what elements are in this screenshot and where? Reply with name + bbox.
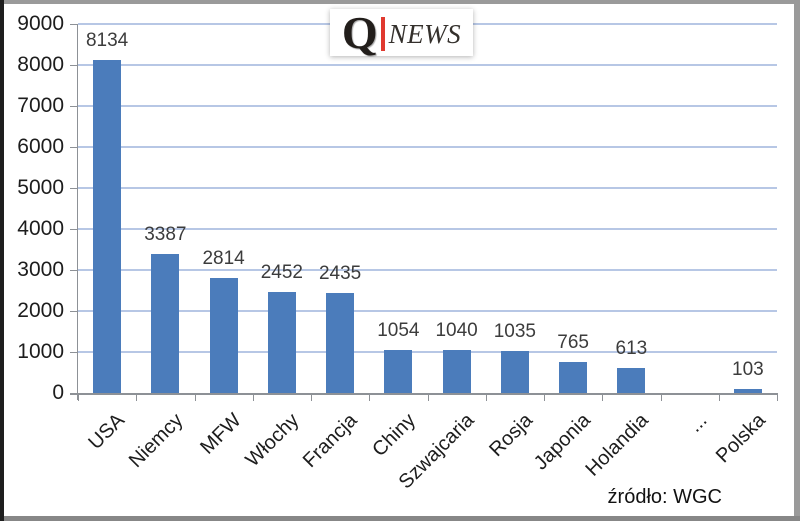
bar (209, 277, 238, 393)
y-axis-tick (70, 65, 78, 66)
bar-value-label: 765 (557, 331, 589, 353)
window-edge-top (0, 0, 800, 4)
bar (559, 361, 588, 393)
y-axis-tick (70, 106, 78, 107)
bar-value-label: 1035 (493, 320, 537, 342)
y-axis-tick (70, 352, 78, 353)
y-axis-tick-label: 1000 (17, 340, 64, 363)
y-axis-tick-label: 9000 (17, 12, 64, 35)
window-edge-right (794, 0, 800, 521)
source-caption: źródło: WGC (607, 486, 722, 508)
gridline (78, 351, 777, 353)
bar-value-label: 1040 (435, 320, 478, 342)
bar (384, 349, 413, 393)
bar (93, 59, 122, 393)
bar (267, 292, 296, 393)
window-edge-bottom (0, 516, 800, 521)
x-axis-tick (369, 393, 371, 401)
qnews-logo: Q NEWS (330, 9, 473, 56)
bar (151, 254, 180, 393)
window-edge-left (0, 0, 4, 521)
x-axis-category-label: Włochy (241, 409, 304, 472)
y-axis-tick-label: 2000 (17, 299, 64, 322)
gridline (78, 187, 777, 189)
bar (442, 350, 471, 393)
y-axis-line (77, 24, 78, 400)
gridline (78, 228, 777, 230)
y-axis-tick (70, 311, 78, 312)
x-axis-category-label: Rosja (485, 409, 537, 462)
bar-value-label: 613 (615, 337, 648, 359)
x-axis-category-label: Francja (299, 409, 362, 473)
y-axis-tick (70, 270, 78, 271)
x-axis-category-label: Chiny (368, 409, 421, 462)
y-axis-tick (70, 229, 78, 230)
y-axis-tick-label: 3000 (17, 258, 64, 281)
logo-news-text: NEWS (388, 19, 462, 49)
x-axis-tick (78, 393, 79, 401)
y-axis-tick (70, 24, 78, 25)
y-axis-tick-label: 8000 (17, 53, 64, 76)
logo-q-letter: Q (341, 6, 378, 58)
x-axis-tick (194, 393, 196, 401)
bar (500, 350, 529, 393)
x-axis-category-label: Polska (711, 409, 770, 468)
x-axis-tick (427, 393, 429, 401)
y-axis-tick-label: 7000 (17, 94, 64, 117)
bar-value-label: 2452 (260, 262, 304, 284)
x-axis-line (70, 393, 777, 395)
bar-value-label: 8134 (85, 29, 129, 51)
x-axis-tick (602, 393, 604, 401)
x-axis-category-label: Niemcy (124, 409, 188, 472)
bar-value-label: 103 (732, 358, 764, 380)
x-axis-tick (660, 393, 662, 401)
x-axis-tick (777, 393, 778, 401)
y-axis-tick-label: 5000 (17, 176, 64, 199)
gridline (78, 269, 777, 271)
x-axis-tick (718, 393, 720, 401)
x-axis-category-label: MFW (196, 409, 246, 459)
gridline (78, 105, 777, 107)
x-axis-tick (252, 393, 254, 401)
x-axis-category-label: Holandia (581, 409, 654, 481)
x-axis-category-label: USA (84, 409, 129, 454)
y-axis-tick-label: 0 (52, 381, 64, 404)
bar-value-label: 2814 (202, 247, 245, 269)
y-axis-tick (70, 147, 78, 148)
y-axis-tick-label: 6000 (17, 135, 64, 158)
bar (617, 367, 646, 393)
bar-value-label: 1054 (377, 319, 420, 341)
bar (733, 388, 762, 393)
gridline (78, 146, 777, 148)
y-axis-tick (70, 188, 78, 189)
bar-value-label: 2435 (318, 263, 362, 285)
bar (326, 293, 355, 393)
x-axis-tick (544, 393, 545, 401)
x-axis-tick (311, 393, 312, 401)
x-axis-tick (485, 393, 487, 401)
gridline (78, 64, 777, 66)
y-axis-tick-label: 4000 (17, 217, 64, 240)
x-axis-tick (136, 393, 138, 401)
x-axis-category-label: ... (684, 409, 712, 437)
gridline (78, 310, 777, 312)
logo-red-divider (380, 16, 385, 51)
bar-value-label: 3387 (144, 224, 187, 246)
